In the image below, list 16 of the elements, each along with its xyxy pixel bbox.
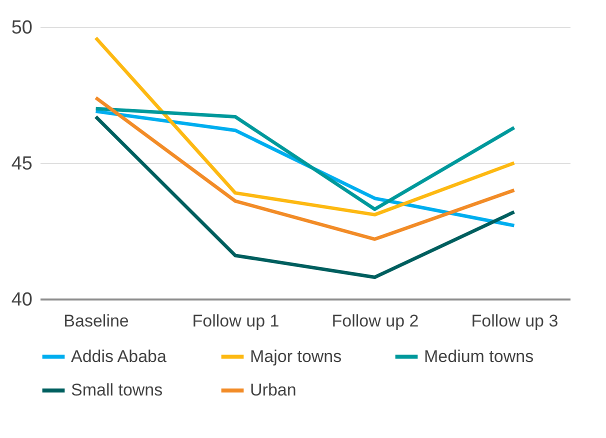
y-tick-label: 40 [11, 290, 32, 310]
y-tick-label: 45 [11, 154, 32, 174]
y-tick-label: 50 [11, 18, 32, 38]
x-tick-label: Follow up 1 [192, 312, 280, 330]
x-tick-label: Follow up 2 [332, 312, 419, 330]
legend-label: Addis Ababa [71, 346, 168, 366]
line-series [94, 36, 516, 216]
line-series [94, 106, 516, 211]
x-tick-label: Follow up 3 [471, 312, 558, 330]
legend-label: Major towns [250, 346, 342, 366]
legend-label: Small towns [71, 380, 163, 400]
legend-label: Medium towns [424, 346, 534, 366]
line-series [94, 115, 516, 279]
x-tick-label: Baseline [64, 312, 129, 330]
legend-label: Urban [250, 380, 296, 400]
line-series [94, 96, 516, 241]
